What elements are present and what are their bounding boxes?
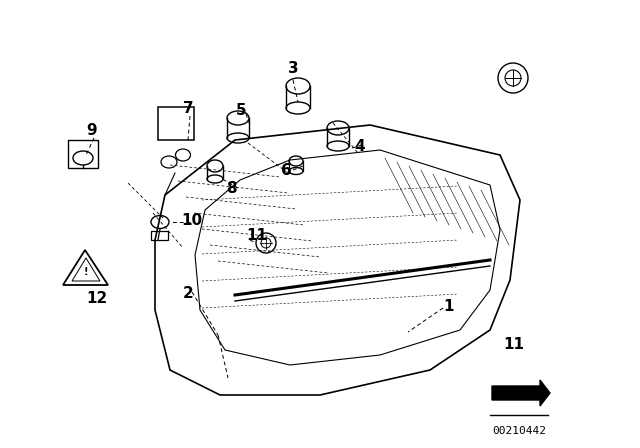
Bar	[151, 231, 168, 240]
Text: 1: 1	[443, 298, 454, 314]
Text: 9: 9	[86, 122, 97, 138]
Bar	[68, 140, 98, 168]
Text: 7: 7	[183, 100, 194, 116]
Text: 11: 11	[246, 228, 267, 242]
Text: 6: 6	[281, 163, 292, 177]
Text: 5: 5	[236, 103, 246, 117]
Text: 4: 4	[354, 138, 365, 154]
Bar	[158, 107, 194, 140]
Text: 8: 8	[226, 181, 237, 195]
Polygon shape	[492, 380, 550, 406]
Text: 00210442: 00210442	[492, 426, 546, 436]
Text: 12: 12	[86, 290, 108, 306]
Text: !: !	[84, 267, 88, 277]
Text: 3: 3	[288, 60, 299, 76]
Text: 11: 11	[503, 336, 524, 352]
Text: 10: 10	[181, 212, 202, 228]
Text: 2: 2	[183, 285, 194, 301]
